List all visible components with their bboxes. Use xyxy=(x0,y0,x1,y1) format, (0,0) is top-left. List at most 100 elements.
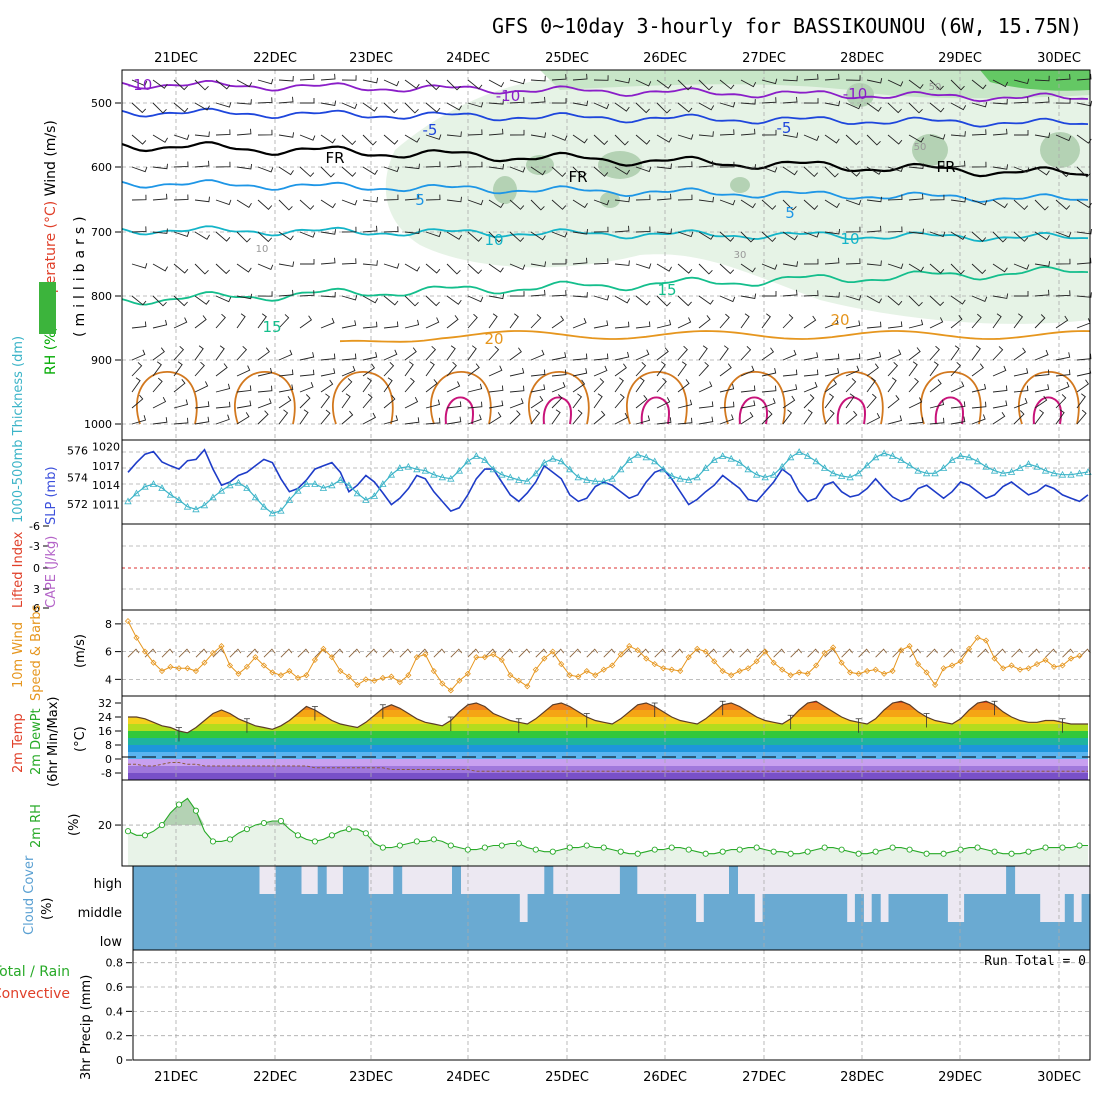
wind-barb xyxy=(446,401,462,409)
cloud-cell-middle xyxy=(200,894,210,922)
wind-barb xyxy=(341,199,358,206)
wind-barb xyxy=(299,231,316,238)
cape-ylabel: CAPE (J/kg) xyxy=(44,536,59,608)
wind10m-marker xyxy=(770,659,777,666)
wind-barb xyxy=(866,321,882,329)
wind-barb xyxy=(929,399,945,409)
wind10m-barb xyxy=(552,648,565,658)
cloud-cell-low xyxy=(443,922,453,950)
wind-barb xyxy=(152,347,165,361)
wind-barb xyxy=(509,78,526,85)
wind10m-barb xyxy=(501,648,514,658)
wind-barb xyxy=(950,361,962,377)
wind-barb xyxy=(215,79,231,90)
cloud-cell-high xyxy=(544,866,554,894)
wind-barb xyxy=(698,263,713,275)
cloud-cell-high xyxy=(619,866,629,894)
wind10m-marker xyxy=(847,669,854,676)
wind10m-marker xyxy=(498,656,505,664)
wind10m-marker xyxy=(192,667,200,675)
wind-barb xyxy=(551,98,567,104)
wind-barb xyxy=(467,161,483,168)
minmax-tick xyxy=(379,704,386,719)
wind10m-marker xyxy=(974,634,981,641)
wind-barb xyxy=(740,164,757,170)
wind-barb xyxy=(803,134,820,141)
wind-barb xyxy=(929,295,945,307)
wind10m-barb xyxy=(297,648,310,658)
cloud-cell-middle xyxy=(309,894,319,922)
wind-barb xyxy=(425,361,435,377)
cloud-cell-low xyxy=(1048,922,1057,950)
thickness-marker xyxy=(820,464,829,471)
wind10m-barb xyxy=(722,648,735,658)
wind-barb xyxy=(866,363,879,377)
wind-barb xyxy=(446,263,461,275)
wind-barb xyxy=(1034,369,1050,377)
wind10m-marker xyxy=(702,648,709,655)
wind-barb xyxy=(635,395,648,409)
temperature-contour xyxy=(121,107,1089,128)
rh2m-marker xyxy=(1076,842,1083,849)
contour-label: 5 xyxy=(785,204,795,222)
cloud-cell-middle xyxy=(368,894,378,922)
wind-barb xyxy=(887,415,903,425)
wind-barb xyxy=(236,163,253,170)
wind-barb xyxy=(173,134,190,140)
wind-barb xyxy=(635,349,650,361)
wind-barb xyxy=(656,319,672,329)
thickness-marker xyxy=(141,482,149,490)
rh-cell xyxy=(730,177,750,193)
cloud-cell-high xyxy=(233,866,243,894)
wind10m-marker xyxy=(787,672,794,679)
wind10m-marker xyxy=(957,658,964,665)
wind-barb xyxy=(236,385,252,393)
wind10m-marker xyxy=(838,659,845,666)
wind-barb xyxy=(782,369,798,377)
wind-barb xyxy=(236,231,251,243)
wind-barb xyxy=(467,129,483,136)
wind-barb xyxy=(341,365,356,377)
minmax-tick xyxy=(515,718,522,733)
top-date-label: 26DEC xyxy=(643,51,687,66)
cloud-cell-middle xyxy=(619,894,629,922)
cloud-cell-low xyxy=(1073,922,1083,950)
wind10m-marker xyxy=(711,658,718,665)
wind10m-marker xyxy=(277,672,284,679)
wind-barb xyxy=(404,163,420,170)
minmax-tick xyxy=(923,713,930,728)
wind-barb xyxy=(488,365,503,377)
cloud-cell-middle xyxy=(586,894,596,922)
thickness-marker xyxy=(447,474,455,482)
thickness-marker xyxy=(685,476,693,483)
cloud-cell-low xyxy=(871,922,881,950)
wind-barb xyxy=(404,193,420,201)
wind10m-barb xyxy=(977,648,989,658)
wind-barb xyxy=(656,163,672,170)
cloud-cell-low xyxy=(653,922,663,950)
wind-barb xyxy=(173,79,188,91)
cloud-level-labels: high middle low xyxy=(78,877,123,950)
cloud-cell-low xyxy=(300,922,310,950)
wind-barb xyxy=(908,163,924,169)
temperature-contour xyxy=(738,396,768,425)
top-date-label: 22DEC xyxy=(253,51,297,66)
wind-barb xyxy=(404,397,419,409)
thickness-marker xyxy=(1041,466,1050,474)
minmax-tick xyxy=(719,700,726,716)
wind-barb xyxy=(215,345,225,361)
wind-barb xyxy=(404,295,419,307)
wind-barb xyxy=(215,102,232,108)
wind-barb xyxy=(950,381,965,393)
thickness-marker xyxy=(693,473,701,481)
cloud-cell-low xyxy=(729,922,738,950)
wind10m-marker xyxy=(1016,666,1024,673)
cloud-cell-middle xyxy=(527,894,537,922)
temperature-contour xyxy=(121,265,1089,306)
rh2m-marker xyxy=(396,842,403,849)
wind-barb xyxy=(425,417,441,425)
rh2m-marker xyxy=(787,850,794,857)
wind-barb xyxy=(236,79,253,88)
wind-barb xyxy=(908,347,921,361)
precip-unit: 3hr Precip (mm) xyxy=(79,975,94,1080)
